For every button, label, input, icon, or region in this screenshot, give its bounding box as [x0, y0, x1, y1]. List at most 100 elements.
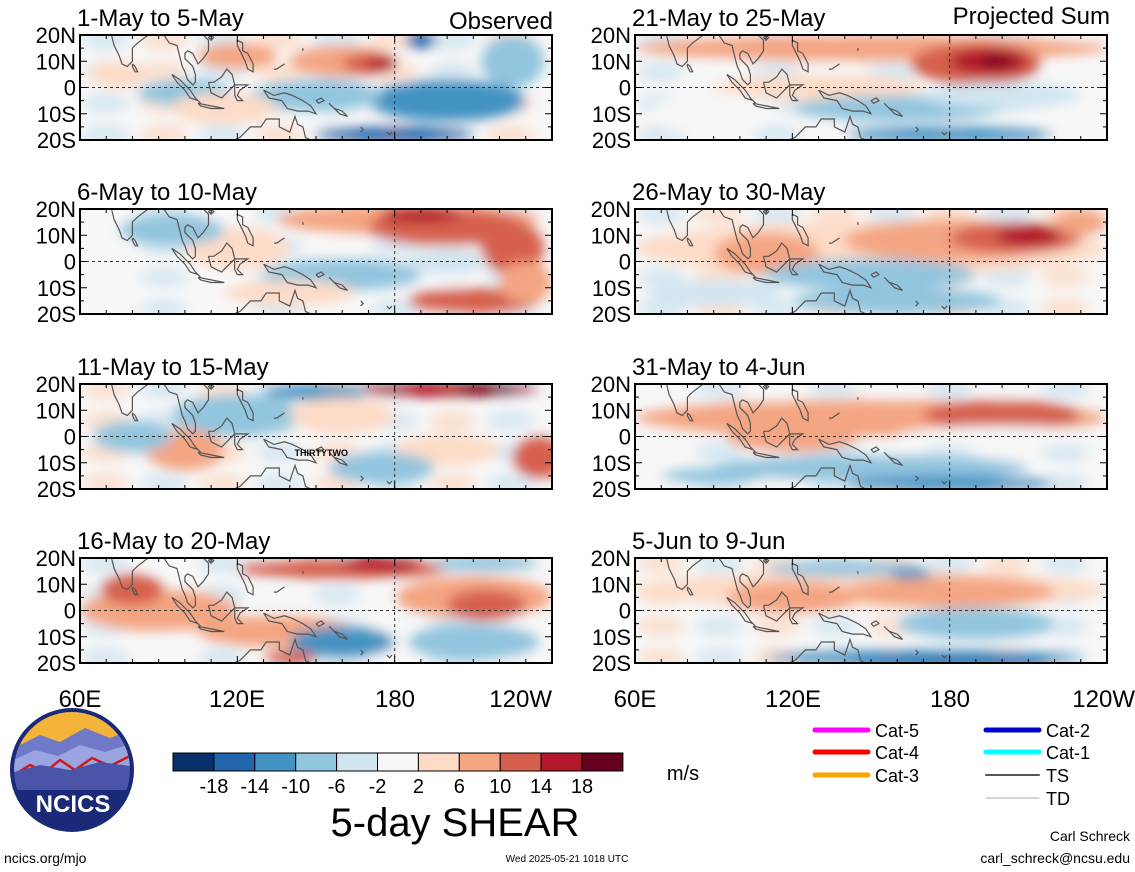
colorbar-tick-label: -18 [199, 776, 228, 798]
colorbar-tick-label: -14 [240, 776, 269, 798]
legend-label: Cat-5 [875, 721, 919, 741]
x-tick-label: 60E [614, 686, 657, 713]
y-tick-label: 10N [36, 572, 76, 597]
colorbar-swatch [417, 752, 460, 772]
shear-contour [648, 279, 780, 307]
legend-label: Cat-3 [875, 766, 919, 786]
y-tick-label: 20S [37, 302, 76, 327]
colorbar-tick-label: -10 [281, 776, 310, 798]
shear-contour [365, 56, 398, 72]
y-tick-label: 10N [36, 223, 76, 248]
y-tick-label: 20N [36, 546, 76, 571]
shear-contour [844, 576, 1055, 608]
y-tick-label: 10N [591, 572, 631, 597]
shear-contour [93, 420, 172, 453]
colorbar-tick-label: 14 [530, 776, 552, 798]
colorbar-swatch [581, 752, 624, 772]
shear-contour [889, 568, 932, 579]
coastlines [656, 384, 948, 489]
y-tick-label: 10S [592, 625, 631, 650]
x-tick-label: 120E [765, 686, 821, 713]
coastlines [656, 35, 948, 140]
x-tick-label: 120W [489, 686, 552, 713]
colorbar-swatch [213, 752, 256, 772]
panel-title: 11-May to 15-May [77, 354, 269, 381]
y-tick-label: 10N [591, 223, 631, 248]
y-tick-label: 20S [592, 128, 631, 153]
timestamp-label: Wed 2025-05-21 1018 UTC [506, 854, 629, 865]
y-tick-label: 10S [37, 102, 76, 127]
shear-contour [394, 433, 500, 466]
y-tick-label: 0 [619, 250, 631, 275]
colorbar-tick-label: -2 [369, 776, 387, 798]
panel-title: 21-May to 25-May [632, 5, 825, 32]
shear-contour [407, 623, 539, 661]
colorbar-swatch [172, 752, 215, 772]
shear-contour [512, 436, 552, 479]
x-axis-left: 60E 120E 180 120W [59, 686, 553, 713]
legend-label: TD [1046, 789, 1070, 809]
shear-contour [87, 61, 151, 88]
coastlines [101, 384, 393, 489]
y-tick-label: 20N [591, 197, 631, 222]
y-tick-label: 20N [591, 23, 631, 48]
colorbar-swatch [499, 752, 542, 772]
colorbar-swatch [336, 752, 379, 772]
legend-label: Cat-2 [1046, 721, 1090, 741]
shear-contour [381, 209, 461, 223]
y-tick-label: 0 [64, 250, 76, 275]
ncics-logo: NCICS [10, 708, 134, 832]
y-tick-label: 10S [37, 276, 76, 301]
shear-contour [263, 649, 316, 663]
colorbar-tick-label: 2 [413, 776, 424, 798]
shear-contour [289, 397, 395, 434]
shear-contour [766, 560, 924, 577]
y-tick-label: 0 [64, 76, 76, 101]
shear-contour [687, 402, 793, 429]
y-tick-label: 20S [37, 651, 76, 676]
shear-contour [198, 42, 277, 70]
colorbar-tick-label: -6 [328, 776, 346, 798]
y-tick-label: 10N [591, 49, 631, 74]
panel-title: 16-May to 20-May [77, 528, 270, 555]
y-tick-label: 0 [64, 425, 76, 450]
colorbar-swatch [377, 752, 419, 772]
x-tick-label: 120W [1072, 686, 1135, 713]
y-tick-label: 20N [36, 197, 76, 222]
legend-label: Cat-1 [1046, 743, 1090, 763]
panel-title: 5-Jun to 9-Jun [632, 528, 785, 555]
y-tick-label: 10S [37, 625, 76, 650]
projected-sum-label: Projected Sum [953, 3, 1110, 30]
y-tick-label: 10S [592, 451, 631, 476]
colorbar-swatch [540, 752, 583, 772]
colorbar-swatch [254, 752, 297, 772]
shear-contour [661, 468, 767, 484]
panel-title: 26-May to 30-May [632, 179, 825, 206]
y-tick-label: 10S [592, 276, 631, 301]
y-tick-label: 10N [591, 398, 631, 423]
y-tick-label: 20S [592, 651, 631, 676]
shear-contour [648, 92, 780, 135]
y-tick-label: 20N [36, 372, 76, 397]
email-label: carl_schreck@ncsu.edu [980, 850, 1130, 866]
chart-title: 5-day SHEAR [331, 801, 580, 845]
x-axis-right: 60E 120E 180 120W [614, 686, 1135, 713]
shear-contour [981, 56, 1013, 67]
shear-contour [1054, 209, 1107, 236]
y-tick-label: 20N [36, 23, 76, 48]
y-tick-label: 20S [592, 477, 631, 502]
colorbar-tick-label: 18 [571, 776, 593, 798]
coastlines [101, 209, 393, 314]
website-label: ncics.org/mjo [4, 850, 87, 866]
y-tick-label: 0 [64, 599, 76, 624]
coastlines [101, 558, 393, 663]
units-label: m/s [667, 763, 699, 785]
y-tick-label: 20N [591, 546, 631, 571]
observed-label: Observed [449, 8, 553, 35]
